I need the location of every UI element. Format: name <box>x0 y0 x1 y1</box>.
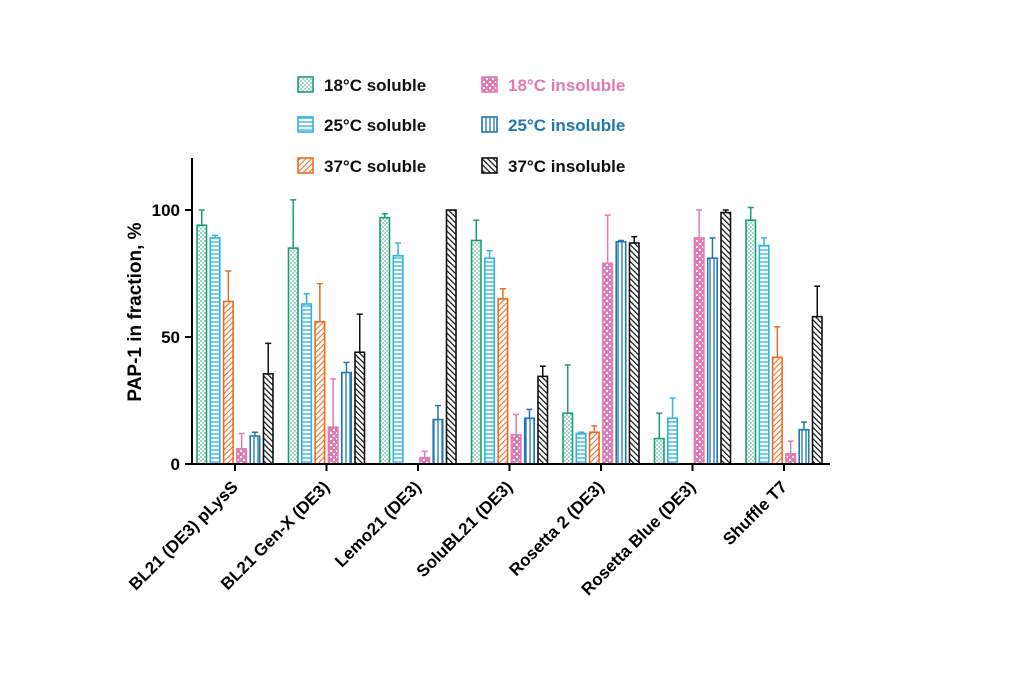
bar-3-7 <box>773 357 783 464</box>
y-tick-label: 100 <box>152 201 180 220</box>
legend-label-2: 25°C soluble <box>324 116 426 135</box>
legend-label-5: 25°C insoluble <box>508 116 625 135</box>
bar-5-7 <box>799 430 809 464</box>
bar-6-6 <box>721 213 731 464</box>
bar-5-3 <box>433 420 443 464</box>
y-tick-label: 50 <box>161 328 180 347</box>
bar-2-3 <box>393 256 403 464</box>
bar-6-2 <box>355 352 365 464</box>
bar-5-2 <box>342 373 352 464</box>
legend-swatch-1 <box>298 77 313 92</box>
bar-4-2 <box>328 427 338 464</box>
bar-6-3 <box>447 210 457 464</box>
legend-label-1: 18°C soluble <box>324 76 426 95</box>
bar-2-4 <box>485 258 495 464</box>
bar-1-1 <box>197 225 207 464</box>
bar-1-4 <box>472 240 482 464</box>
bar-5-5 <box>616 242 626 464</box>
legend-swatch-3 <box>298 158 313 173</box>
legend-swatch-4 <box>482 77 497 92</box>
bar-chart: 18°C soluble 25°C soluble 37°C soluble 18°C… <box>0 0 1024 683</box>
bar-6-1 <box>264 374 274 464</box>
bar-4-1 <box>237 449 247 464</box>
bar-5-1 <box>250 436 260 464</box>
bar-4-5 <box>603 263 613 464</box>
bar-2-1 <box>210 238 220 464</box>
y-axis-label: PAP-1 in fraction, % <box>125 222 146 401</box>
bar-2-7 <box>759 246 769 464</box>
y-tick-label: 0 <box>171 455 180 474</box>
bar-1-2 <box>289 248 299 464</box>
x-tick-label: Shuffle T7 <box>719 477 791 549</box>
bar-3-2 <box>315 322 325 464</box>
bar-3-4 <box>498 299 508 464</box>
legend-swatch-6 <box>482 158 497 173</box>
bar-series-group <box>197 200 822 464</box>
bar-2-2 <box>302 304 312 464</box>
legend-label-4: 18°C insoluble <box>508 76 625 95</box>
bar-2-6 <box>668 418 678 464</box>
bar-5-6 <box>708 258 718 464</box>
legend-label-6: 37°C insoluble <box>508 157 625 176</box>
bar-4-6 <box>694 238 704 464</box>
bar-3-5 <box>590 432 600 464</box>
bar-1-5 <box>563 413 573 464</box>
bar-1-6 <box>655 439 665 464</box>
bar-1-7 <box>746 220 756 464</box>
legend-swatch-5 <box>482 117 497 132</box>
x-tick-label: Lemo21 (DE3) <box>331 477 425 571</box>
legend-label-3: 37°C soluble <box>324 157 426 176</box>
bar-5-4 <box>525 418 535 464</box>
bar-6-7 <box>813 317 823 464</box>
legend: 18°C soluble 25°C soluble 37°C soluble 18°C… <box>298 76 625 176</box>
bar-4-4 <box>511 435 521 464</box>
bar-6-5 <box>630 243 640 464</box>
x-tick-label: SoluBL21 (DE3) <box>413 477 517 581</box>
legend-swatch-2 <box>298 117 313 132</box>
bar-6-4 <box>538 376 548 464</box>
bar-3-1 <box>224 301 234 464</box>
bar-2-5 <box>576 434 586 464</box>
bar-4-7 <box>786 454 796 464</box>
x-tick-label: Rosetta 2 (DE3) <box>506 477 608 579</box>
bar-1-3 <box>380 218 390 464</box>
